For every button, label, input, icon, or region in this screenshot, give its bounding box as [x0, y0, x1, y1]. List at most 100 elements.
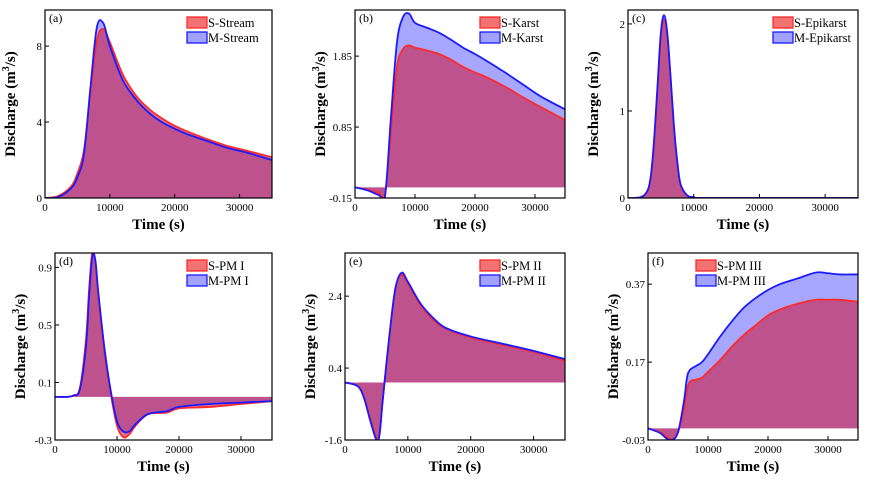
x-tick-label: 30000 — [226, 202, 254, 214]
y-axis-label-unit: /s) — [3, 51, 19, 67]
x-tick-label: 0 — [625, 202, 631, 214]
legend-swatch-m-pm-i — [186, 274, 208, 287]
x-tick-label: 10000 — [394, 444, 422, 456]
legend-label: M-PM III — [717, 274, 766, 288]
legend-swatch-m-karst — [479, 31, 501, 44]
legend-label: M-Karst — [501, 31, 544, 45]
x-tick-label: 0 — [342, 444, 348, 456]
x-tick-label: 0 — [52, 444, 58, 456]
x-tick-label: 10000 — [401, 202, 429, 214]
x-tick-label: 0 — [42, 202, 48, 214]
y-axis-label-main: Discharge (m — [3, 71, 19, 157]
line-m-stream — [45, 19, 272, 198]
x-tick-label: 30000 — [227, 444, 255, 456]
x-axis-label: Time (s) — [132, 217, 185, 233]
y-tick-label: 2 — [620, 19, 626, 31]
y-axis-label: Discharge (m3/s) — [584, 51, 602, 156]
x-tick-label: 30000 — [521, 202, 549, 214]
x-tick-label: 20000 — [457, 444, 485, 456]
y-tick-label: 1 — [620, 106, 626, 118]
axes-frame — [354, 9, 566, 199]
panel-e: 0 10000 20000 30000 -1.6 0.4 2.4 Time (s) Discha… — [301, 252, 566, 475]
x-axis-label: Time (s) — [727, 459, 780, 475]
panel-tag: (b) — [359, 11, 373, 25]
y-tick-label: 4 — [37, 117, 43, 129]
axes-frame — [54, 252, 273, 441]
y-axis-label-main: Discharge (m — [606, 313, 622, 399]
x-tick-label: 10000 — [103, 444, 131, 456]
legend-label: M-PM II — [501, 274, 546, 288]
area-s-pm-iii — [648, 299, 858, 440]
y-axis-label: Discharge (m3/s) — [1, 51, 19, 156]
area-s-pm-ii — [345, 274, 565, 440]
y-tick-label: -1.6 — [325, 435, 343, 447]
legend-swatch-s-karst — [479, 16, 501, 29]
x-tick-label: 10000 — [680, 202, 708, 214]
y-tick-label: 2.4 — [328, 291, 342, 303]
y-axis-label-unit: /s) — [586, 51, 602, 67]
line-m-karst — [355, 12, 565, 198]
y-tick-label: 0.4 — [328, 363, 342, 375]
plot-area — [628, 14, 858, 198]
panel-tag: (f) — [652, 254, 664, 268]
area-s-karst — [355, 45, 565, 198]
legend-label: M-Stream — [208, 31, 259, 45]
area-s-pm-i — [55, 253, 272, 438]
legend-swatch-s-pm-i — [186, 259, 208, 272]
x-tick-label: 30000 — [520, 444, 548, 456]
y-axis-label: Discharge (m3/s) — [311, 51, 329, 156]
x-tick-label: 20000 — [161, 202, 189, 214]
legend-label: S-PM III — [717, 259, 762, 273]
x-tick-label: 20000 — [165, 444, 193, 456]
x-axis-label: Time (s) — [717, 217, 770, 233]
panel-a: 0 10000 20000 30000 0 4 8 Time (s) Discharge (m3… — [1, 9, 273, 233]
y-axis-label-sup: 3 — [1, 66, 12, 71]
y-tick-label: 0.17 — [626, 357, 646, 369]
x-axis-label: Time (s) — [137, 459, 190, 475]
legend-swatch-m-stream — [186, 31, 208, 44]
x-tick-label: 20000 — [461, 202, 489, 214]
y-tick-label: 0.9 — [38, 262, 52, 274]
legend-swatch-m-epikarst — [772, 31, 794, 44]
legend-label: S-Karst — [501, 16, 540, 30]
x-tick-label: 10000 — [96, 202, 124, 214]
axes-frame — [627, 9, 859, 199]
y-axis-label-unit: /s) — [313, 51, 329, 67]
x-axis-label: Time (s) — [429, 459, 482, 475]
axes-frame — [44, 9, 273, 199]
panel-f: 0 10000 20000 30000 -0.03 0.17 0.37 Time (s) Dis… — [604, 252, 859, 475]
line-m-pm-iii — [648, 271, 858, 440]
x-tick-label: 10000 — [694, 444, 722, 456]
x-tick-label: 30000 — [814, 444, 842, 456]
panel-tag: (d) — [59, 254, 73, 268]
y-tick-label: -0.15 — [329, 193, 352, 205]
plot-area — [648, 271, 858, 440]
y-axis-label-main: Discharge (m — [313, 71, 329, 157]
line-m-pm-ii — [345, 271, 565, 440]
legend-label: S-Epikarst — [794, 16, 847, 30]
y-tick-label: 1.85 — [333, 51, 353, 63]
y-axis-label-main: Discharge (m — [303, 313, 319, 399]
y-tick-label: 8 — [37, 41, 43, 53]
y-tick-label: -0.3 — [35, 435, 53, 447]
panel-tag: (c) — [632, 11, 645, 25]
y-tick-label: 0.37 — [626, 279, 646, 291]
y-axis-label-sup: 3 — [584, 66, 595, 71]
plot-area — [55, 253, 272, 439]
plot-area — [45, 19, 272, 198]
y-axis-label-sup: 3 — [11, 309, 22, 314]
x-tick-label: 0 — [352, 202, 358, 214]
plot-area — [355, 12, 565, 198]
axes-frame — [647, 252, 859, 441]
y-axis-label: Discharge (m3/s) — [301, 294, 319, 399]
y-tick-label: 0 — [37, 193, 43, 205]
legend-swatch-m-pm-iii — [695, 274, 717, 287]
line-m-epikarst — [628, 14, 858, 198]
x-tick-label: 20000 — [746, 202, 774, 214]
legend-swatch-s-pm-ii — [479, 259, 501, 272]
y-tick-label: 0 — [620, 193, 626, 205]
x-axis-label: Time (s) — [434, 217, 487, 233]
y-axis-label-sup: 3 — [311, 66, 322, 71]
legend-swatch-s-pm-iii — [695, 259, 717, 272]
